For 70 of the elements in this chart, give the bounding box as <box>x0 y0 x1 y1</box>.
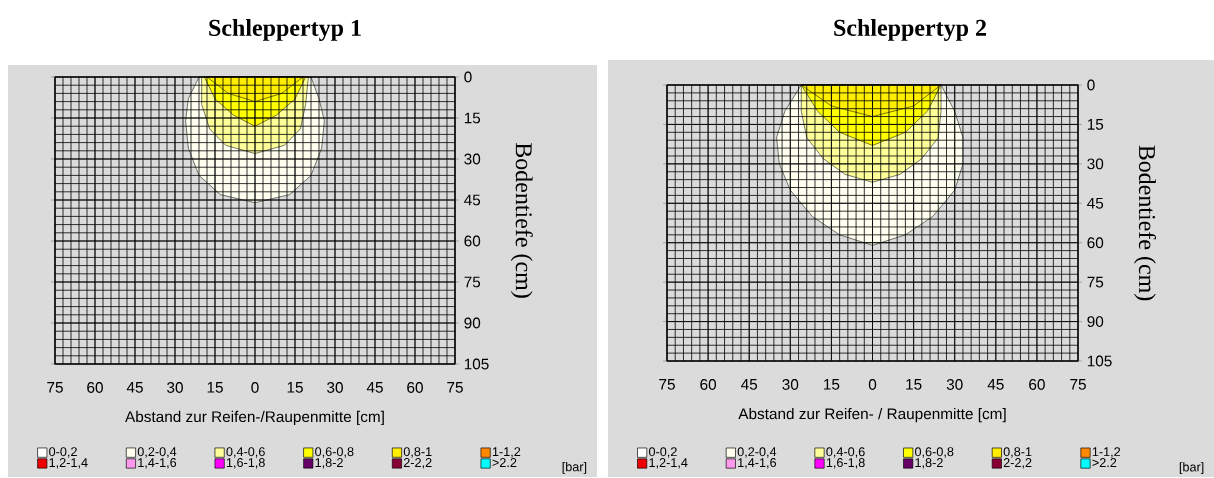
x-tick-label: 45 <box>366 381 383 393</box>
y-tick-label: 45 <box>1087 197 1104 209</box>
legend-label: 1,6-1,8 <box>226 457 265 469</box>
x-tick-label: 15 <box>906 378 922 390</box>
legend-label: 0-0,2 <box>649 447 677 458</box>
y-tick-label: 105 <box>464 358 489 370</box>
legend-label: 1-1,2 <box>492 446 521 458</box>
legend-label: 0-0,2 <box>49 446 77 458</box>
legend-label: 0,4-0,6 <box>826 447 865 458</box>
y-tick-label: 30 <box>464 153 481 165</box>
legend-label: 0,8-1 <box>403 446 432 458</box>
x-tick-label: 45 <box>741 378 758 390</box>
legend-label: 0,6-0,8 <box>915 447 954 458</box>
chart-title: Schleppertyp 2 <box>834 18 986 41</box>
x-axis-title: Abstand zur Reifen- / Raupenmitte [cm] <box>738 407 1006 423</box>
legend-label: 1,4-1,6 <box>138 457 177 469</box>
x-tick-label: 75 <box>659 378 675 390</box>
legend-label: 0,2-0,4 <box>137 446 177 458</box>
x-tick-label: 75 <box>447 381 463 393</box>
legend-label: 0,2-0,4 <box>737 447 777 458</box>
y-tick-label: 15 <box>464 112 481 124</box>
x-tick-label: 15 <box>824 378 840 390</box>
legend-label: 0,4-0,6 <box>226 446 265 458</box>
y-tick-label: 0 <box>1087 79 1095 91</box>
legend-label: 1,6-1,8 <box>826 457 865 469</box>
x-tick-label: 0 <box>251 381 259 393</box>
legend-label: 0,6-0,8 <box>315 446 354 458</box>
legend-label: 1,8-2 <box>315 457 343 469</box>
legend-label: 2-2,2 <box>1003 457 1032 469</box>
legend-label: 1,2-1,4 <box>49 457 88 469</box>
y-tick-label: 30 <box>1087 158 1104 170</box>
y-tick-label: 60 <box>464 235 481 247</box>
x-tick-label: 0 <box>868 378 877 390</box>
x-tick-label: 15 <box>287 381 303 393</box>
y-tick-label: 90 <box>464 317 481 329</box>
x-tick-label: 75 <box>1070 378 1086 390</box>
x-tick-label: 60 <box>700 378 717 390</box>
x-tick-label: 60 <box>1029 378 1045 390</box>
legend-label: >2.2 <box>1092 457 1117 467</box>
y-axis-title: Bodentiefe (cm) <box>510 142 533 298</box>
y-tick-label: 75 <box>1087 276 1104 288</box>
y-tick-label: 60 <box>1087 237 1104 248</box>
y-tick-label: 90 <box>1087 315 1104 327</box>
legend-label: 1,4-1,6 <box>738 457 777 469</box>
legend-label: 1-1,2 <box>1092 447 1121 458</box>
x-tick-label: 60 <box>87 381 103 393</box>
x-tick-label: 30 <box>327 381 343 393</box>
legend-label: 1,2-1,4 <box>649 457 688 469</box>
x-tick-label: 15 <box>207 381 223 393</box>
legend-label: 1,8-2 <box>915 457 943 469</box>
y-tick-label: 75 <box>464 276 481 288</box>
legend-label: 2-2,2 <box>403 457 432 469</box>
x-tick-label: 45 <box>987 378 1004 390</box>
y-tick-label: 15 <box>1087 118 1104 130</box>
x-axis-title: Abstand zur Reifen-/Raupenmitte [cm] <box>125 410 384 425</box>
y-tick-label: 105 <box>1087 355 1112 367</box>
legend-title: [bar] <box>1179 461 1204 474</box>
legend-label: 0,8-1 <box>1003 447 1032 458</box>
y-tick-label: 45 <box>464 194 481 206</box>
x-tick-label: 30 <box>782 378 799 390</box>
x-tick-label: 75 <box>47 381 63 393</box>
x-tick-label: 60 <box>407 381 423 393</box>
chart-title: Schleppertyp 1 <box>209 18 361 41</box>
y-axis-title: Bodentiefe (cm) <box>1134 145 1157 301</box>
y-tick-label: 0 <box>464 71 472 83</box>
x-tick-label: 45 <box>126 381 143 393</box>
legend-title: [bar] <box>562 461 587 474</box>
x-tick-label: 30 <box>946 378 963 390</box>
x-tick-label: 30 <box>167 381 183 393</box>
legend-label: >2.2 <box>492 457 517 467</box>
